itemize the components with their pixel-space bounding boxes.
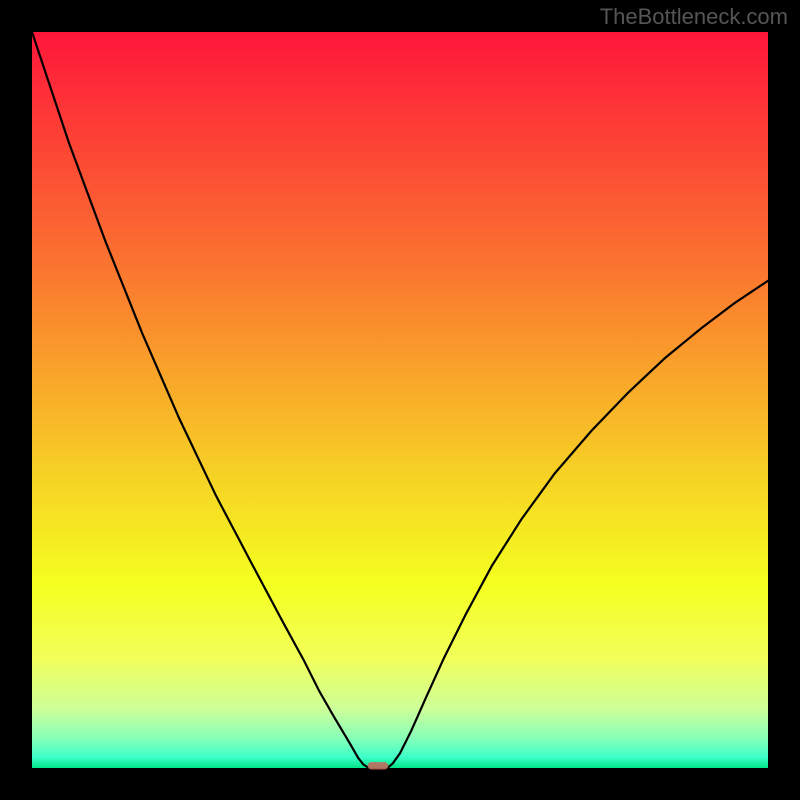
- plot-background: [32, 32, 768, 768]
- bottleneck-chart: [0, 0, 800, 800]
- chart-container: TheBottleneck.com: [0, 0, 800, 800]
- watermark-text: TheBottleneck.com: [600, 4, 788, 30]
- optimal-marker: [368, 762, 389, 769]
